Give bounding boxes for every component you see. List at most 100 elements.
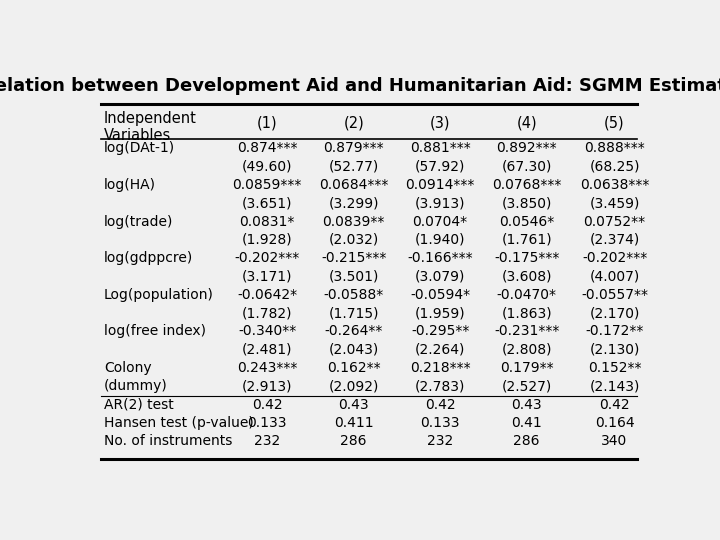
Text: (3.850): (3.850) <box>501 197 552 210</box>
Text: Log(population): Log(population) <box>104 288 214 302</box>
Text: (2.092): (2.092) <box>328 379 379 393</box>
Text: (2.170): (2.170) <box>590 306 639 320</box>
Text: 0.43: 0.43 <box>511 397 542 411</box>
Text: (2.808): (2.808) <box>501 343 552 357</box>
Text: 0.243***: 0.243*** <box>237 361 297 375</box>
Text: (49.60): (49.60) <box>242 160 292 174</box>
Text: (2.043): (2.043) <box>328 343 379 357</box>
Text: 0.0752**: 0.0752** <box>583 214 646 228</box>
Text: (67.30): (67.30) <box>501 160 552 174</box>
Text: (dummy): (dummy) <box>104 379 168 393</box>
Text: log(trade): log(trade) <box>104 214 174 228</box>
Text: (2.913): (2.913) <box>242 379 292 393</box>
Text: (3.913): (3.913) <box>415 197 465 210</box>
Text: 0.888***: 0.888*** <box>584 141 645 156</box>
Text: (2.527): (2.527) <box>502 379 552 393</box>
Text: 0.0684***: 0.0684*** <box>319 178 388 192</box>
Text: 0.41: 0.41 <box>511 416 542 430</box>
Text: Independent: Independent <box>104 111 197 125</box>
Text: 286: 286 <box>341 434 367 448</box>
Text: (1.863): (1.863) <box>501 306 552 320</box>
Text: 0.42: 0.42 <box>599 397 630 411</box>
Text: (2.264): (2.264) <box>415 343 465 357</box>
Text: (3): (3) <box>430 116 451 131</box>
Text: 0.881***: 0.881*** <box>410 141 471 156</box>
Text: (1.959): (1.959) <box>415 306 465 320</box>
Text: -0.215***: -0.215*** <box>321 251 387 265</box>
Text: (3.459): (3.459) <box>590 197 639 210</box>
Text: 0.42: 0.42 <box>425 397 456 411</box>
Text: -0.0642*: -0.0642* <box>237 288 297 302</box>
Text: 0.162**: 0.162** <box>327 361 380 375</box>
Text: (2.032): (2.032) <box>328 233 379 247</box>
Text: Colony: Colony <box>104 361 152 375</box>
Text: 0.0839**: 0.0839** <box>323 214 385 228</box>
Text: (3.299): (3.299) <box>328 197 379 210</box>
Text: 0.0859***: 0.0859*** <box>233 178 302 192</box>
Text: -0.0588*: -0.0588* <box>323 288 384 302</box>
Text: (1.715): (1.715) <box>328 306 379 320</box>
Text: Variables: Variables <box>104 128 171 143</box>
Text: 0.179**: 0.179** <box>500 361 554 375</box>
Text: 0.892***: 0.892*** <box>496 141 557 156</box>
Text: (3.608): (3.608) <box>501 269 552 284</box>
Text: AR(2) test: AR(2) test <box>104 397 174 411</box>
Text: log(DAt-1): log(DAt-1) <box>104 141 175 156</box>
Text: -0.264**: -0.264** <box>325 325 383 339</box>
Text: 0.0831*: 0.0831* <box>240 214 295 228</box>
Text: No. of instruments: No. of instruments <box>104 434 233 448</box>
Text: (4.007): (4.007) <box>590 269 639 284</box>
Text: -0.202***: -0.202*** <box>582 251 647 265</box>
Text: 0.0546*: 0.0546* <box>499 214 554 228</box>
Text: 0.0768***: 0.0768*** <box>492 178 562 192</box>
Text: 0.133: 0.133 <box>420 416 460 430</box>
Text: 340: 340 <box>601 434 628 448</box>
Text: -0.0594*: -0.0594* <box>410 288 470 302</box>
Text: 0.874***: 0.874*** <box>237 141 297 156</box>
Text: (68.25): (68.25) <box>589 160 640 174</box>
Text: log(gdppcre): log(gdppcre) <box>104 251 193 265</box>
Text: -0.0470*: -0.0470* <box>497 288 557 302</box>
Text: (2.783): (2.783) <box>415 379 465 393</box>
Text: (2): (2) <box>343 116 364 131</box>
Text: (2.130): (2.130) <box>590 343 639 357</box>
Text: -0.166***: -0.166*** <box>408 251 473 265</box>
Text: -0.175***: -0.175*** <box>494 251 559 265</box>
Text: (3.079): (3.079) <box>415 269 465 284</box>
Text: (1.928): (1.928) <box>242 233 292 247</box>
Text: (3.171): (3.171) <box>242 269 292 284</box>
Text: 0.0914***: 0.0914*** <box>405 178 474 192</box>
Text: 0.42: 0.42 <box>252 397 282 411</box>
Text: 0.164: 0.164 <box>595 416 634 430</box>
Text: 0.0704*: 0.0704* <box>413 214 468 228</box>
Text: 0.411: 0.411 <box>334 416 374 430</box>
Text: 0.879***: 0.879*** <box>323 141 384 156</box>
Text: (52.77): (52.77) <box>328 160 379 174</box>
Text: log(HA): log(HA) <box>104 178 156 192</box>
Text: 0.0638***: 0.0638*** <box>580 178 649 192</box>
Text: -0.0557**: -0.0557** <box>581 288 648 302</box>
Text: 0.218***: 0.218*** <box>410 361 470 375</box>
Text: 232: 232 <box>254 434 280 448</box>
Text: Relation between Development Aid and Humanitarian Aid: SGMM Estimation: Relation between Development Aid and Hum… <box>0 77 720 95</box>
Text: -0.295**: -0.295** <box>411 325 469 339</box>
Text: (1.782): (1.782) <box>242 306 292 320</box>
Text: (4): (4) <box>516 116 537 131</box>
Text: 232: 232 <box>427 434 454 448</box>
Text: -0.172**: -0.172** <box>585 325 644 339</box>
Text: log(free index): log(free index) <box>104 325 206 339</box>
Text: (2.143): (2.143) <box>590 379 639 393</box>
Text: Hansen test (p-value): Hansen test (p-value) <box>104 416 253 430</box>
Text: -0.231***: -0.231*** <box>494 325 559 339</box>
Text: (57.92): (57.92) <box>415 160 465 174</box>
Text: (1): (1) <box>257 116 277 131</box>
Text: -0.340**: -0.340** <box>238 325 297 339</box>
Text: (1.761): (1.761) <box>501 233 552 247</box>
Text: (2.374): (2.374) <box>590 233 639 247</box>
Text: (2.481): (2.481) <box>242 343 292 357</box>
Text: (1.940): (1.940) <box>415 233 465 247</box>
Text: (3.501): (3.501) <box>328 269 379 284</box>
Text: 0.43: 0.43 <box>338 397 369 411</box>
Text: 286: 286 <box>513 434 540 448</box>
Text: (5): (5) <box>604 116 625 131</box>
